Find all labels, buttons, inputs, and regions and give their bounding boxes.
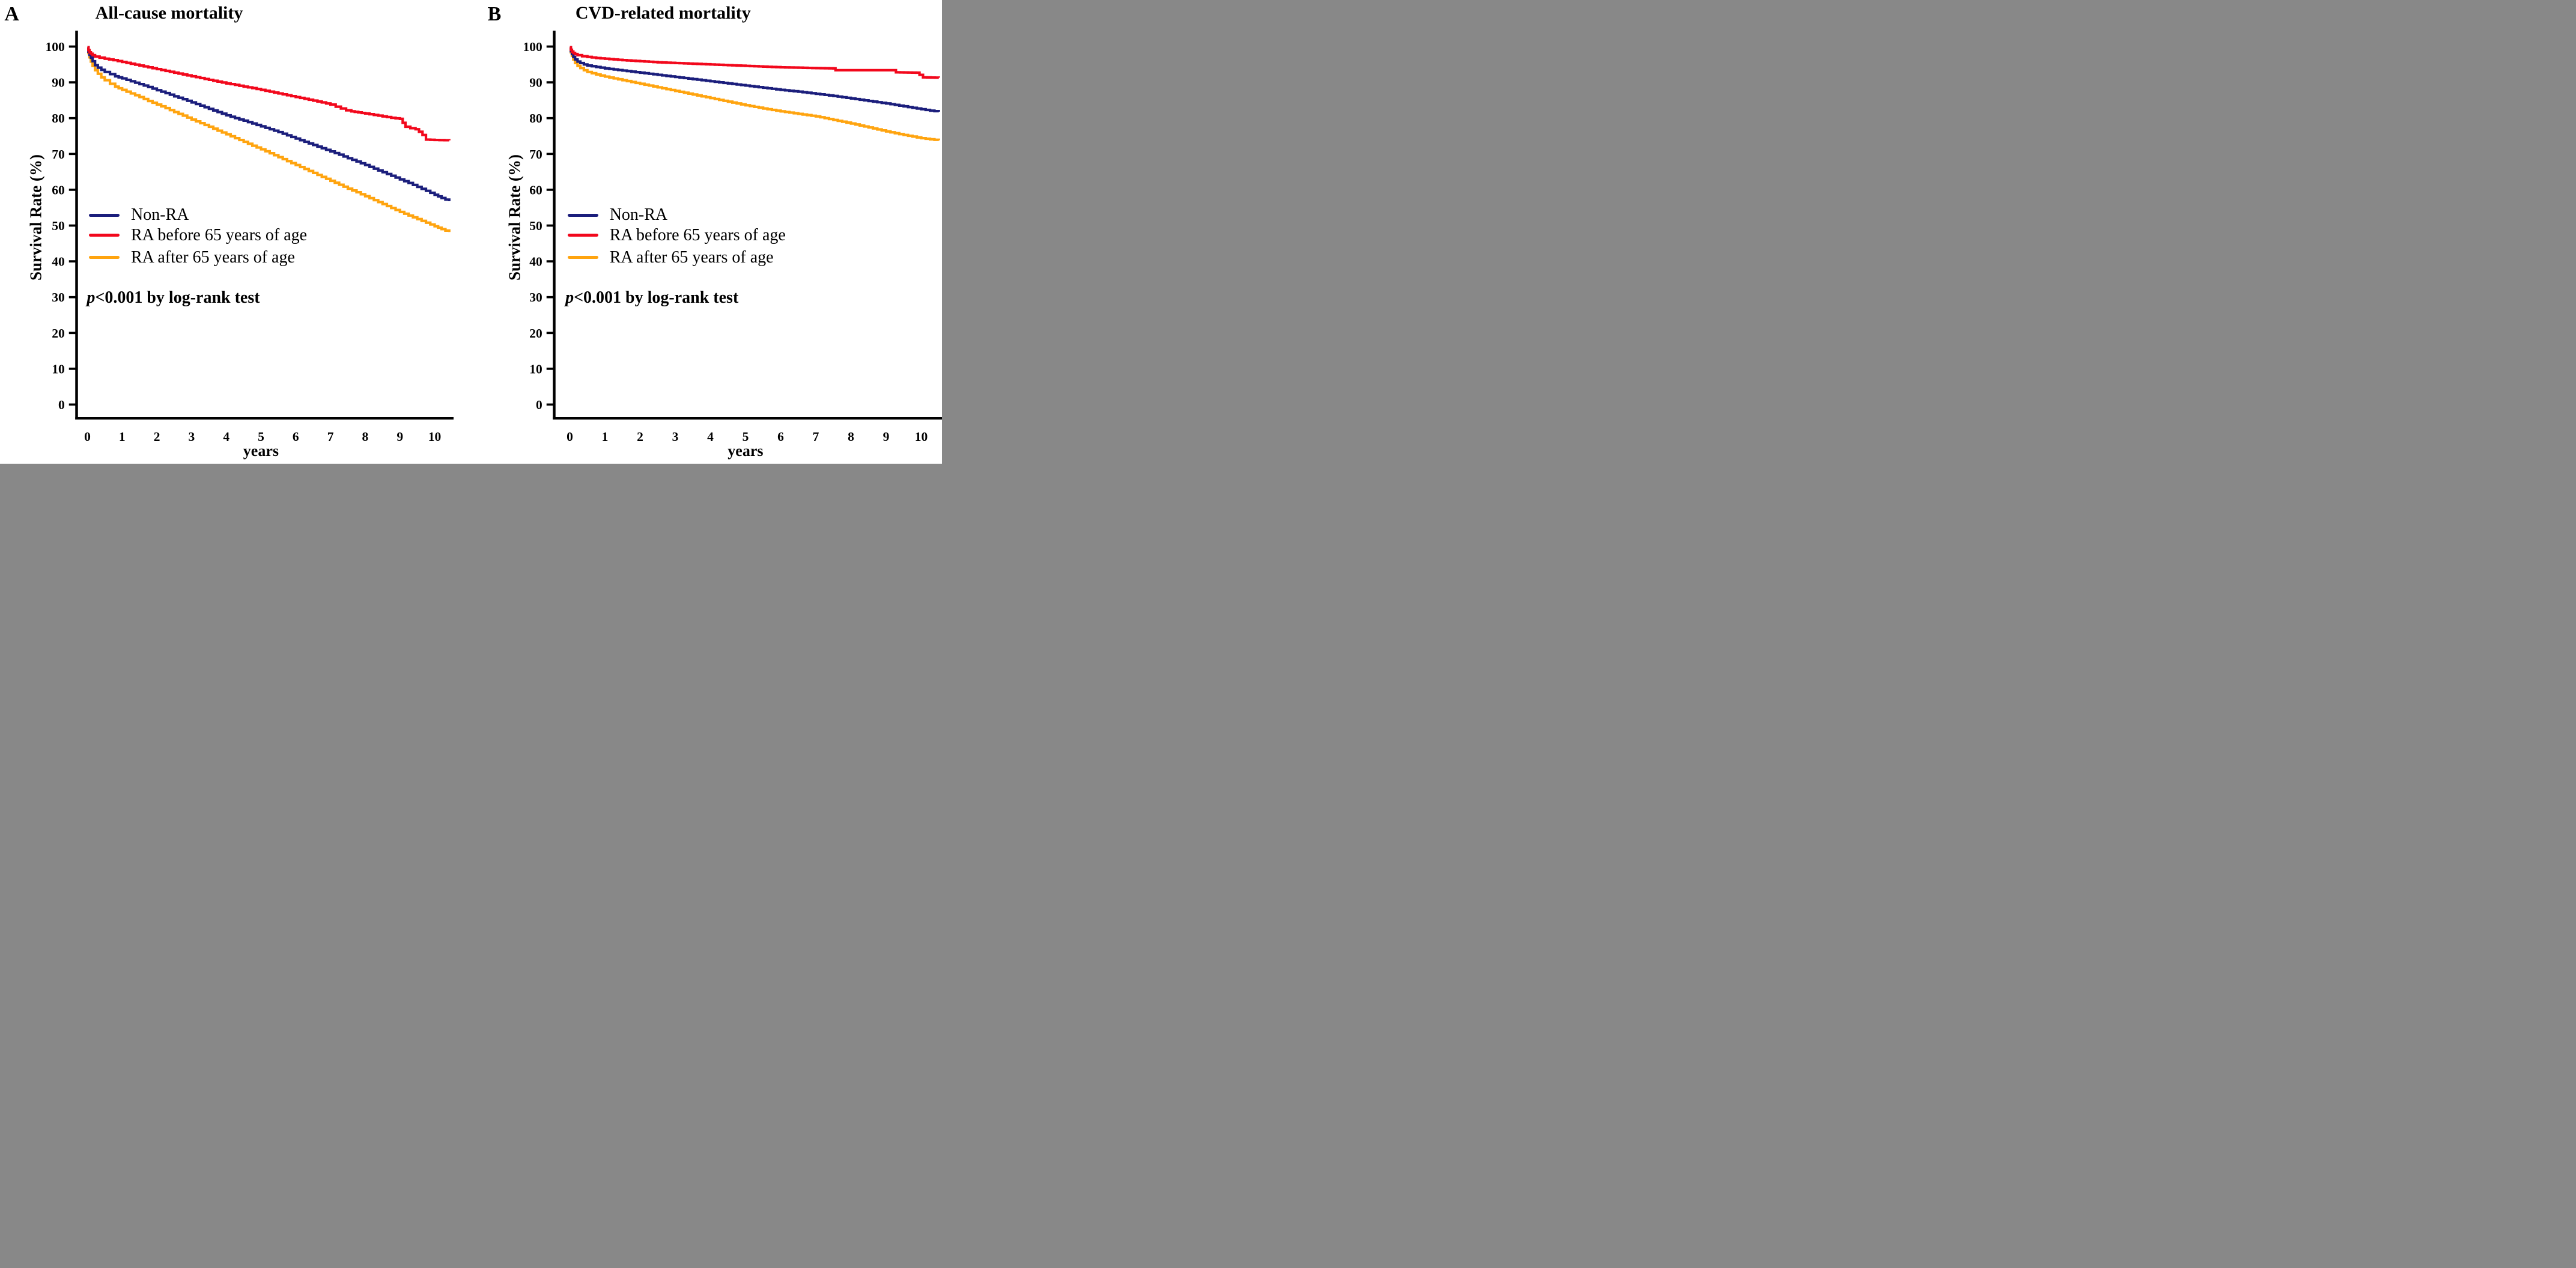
- y-tick-label: 100: [46, 40, 65, 54]
- legend-label-non-ra: Non-RA: [131, 205, 189, 224]
- panel-a-x-axis-label: years: [243, 442, 279, 460]
- legend-label-ra-before-65-b: RA before 65 years of age: [609, 225, 786, 244]
- x-tick-label: 7: [327, 429, 334, 444]
- y-tick-label: 10: [52, 362, 65, 376]
- panel-b-pvalue-p: p: [565, 288, 574, 307]
- y-tick-label: 80: [529, 111, 542, 126]
- x-tick-label: 3: [672, 429, 679, 444]
- panel-b-pvalue-note: p<0.001 by log-rank test: [565, 288, 738, 308]
- panel-a-pvalue-p: p: [87, 288, 96, 307]
- x-tick-label: 0: [567, 429, 573, 444]
- legend-label-ra-before-65: RA before 65 years of age: [131, 225, 308, 244]
- legend-item-non-ra-b: Non-RA: [567, 205, 668, 225]
- panel-b-pvalue-text: <0.001 by log-rank test: [574, 288, 739, 307]
- x-tick-label: 8: [362, 429, 369, 444]
- panel-a-corner-label: A: [4, 3, 19, 25]
- legend-label-non-ra-b: Non-RA: [609, 205, 668, 224]
- panel-b-x-axis-label: years: [728, 442, 764, 460]
- legend-swatch-ra-before-65-b: [567, 234, 598, 237]
- km-curve-a-non-ra: [87, 46, 451, 201]
- y-tick-label: 30: [529, 290, 542, 305]
- panel-a-pvalue-note: p<0.001 by log-rank test: [87, 288, 260, 308]
- y-tick-label: 0: [58, 398, 65, 412]
- panel-b-title: CVD-related mortality: [575, 3, 751, 23]
- legend-item-ra-before-65: RA before 65 years of age: [89, 225, 307, 246]
- y-tick-label: 20: [52, 326, 65, 341]
- x-tick-label: 10: [428, 429, 442, 444]
- x-tick-label: 3: [189, 429, 195, 444]
- y-tick-label: 90: [52, 76, 65, 90]
- legend-label-ra-after-65-b: RA after 65 years of age: [609, 247, 774, 267]
- y-tick-label: 40: [52, 255, 65, 269]
- y-tick-label: 70: [52, 147, 65, 162]
- legend-item-ra-before-65-b: RA before 65 years of age: [567, 225, 786, 246]
- y-tick-label: 50: [529, 219, 542, 233]
- y-tick-label: 0: [536, 398, 542, 412]
- legend-swatch-non-ra-b: [567, 213, 598, 217]
- y-tick-label: 50: [52, 219, 65, 233]
- x-tick-label: 6: [777, 429, 784, 444]
- y-tick-label: 60: [52, 183, 65, 197]
- x-tick-label: 9: [883, 429, 890, 444]
- x-tick-label: 1: [602, 429, 609, 444]
- panel-a-y-axis-label: Survival Rate (%): [26, 154, 45, 281]
- y-tick-label: 100: [523, 40, 542, 54]
- legend-item-ra-after-65: RA after 65 years of age: [89, 247, 295, 268]
- x-tick-label: 1: [119, 429, 126, 444]
- legend-item-non-ra: Non-RA: [89, 205, 189, 225]
- panel-a-pvalue-text: <0.001 by log-rank test: [95, 288, 260, 307]
- x-tick-label: 6: [293, 429, 299, 444]
- y-tick-label: 30: [52, 290, 65, 305]
- legend-swatch-ra-after-65-b: [567, 256, 598, 259]
- legend-swatch-non-ra: [89, 213, 120, 217]
- x-tick-label: 4: [223, 429, 229, 444]
- y-tick-label: 80: [52, 111, 65, 126]
- y-tick-label: 90: [529, 76, 542, 90]
- panel-a-title: All-cause mortality: [95, 3, 243, 23]
- km-curve-b-ra-after-65-years-of-age: [570, 46, 940, 141]
- x-tick-label: 0: [84, 429, 91, 444]
- km-curve-b-non-ra: [570, 46, 940, 113]
- x-tick-label: 2: [637, 429, 643, 444]
- x-tick-label: 2: [154, 429, 160, 444]
- y-tick-label: 40: [529, 255, 542, 269]
- legend-label-ra-after-65: RA after 65 years of age: [131, 247, 295, 267]
- y-tick-label: 70: [529, 147, 542, 162]
- panel-b-y-axis-label: Survival Rate (%): [505, 154, 524, 281]
- x-tick-label: 5: [258, 429, 264, 444]
- x-tick-label: 4: [707, 429, 714, 444]
- legend-swatch-ra-after-65: [89, 256, 120, 259]
- x-tick-label: 8: [848, 429, 854, 444]
- figure-canvas: 0 10 20 30 40 50 60 70 80 90 100 0 1 2 3 4 5 6 7 8 9 10 0 10 20 3…: [0, 0, 942, 464]
- x-tick-label: 5: [743, 429, 749, 444]
- y-tick-label: 10: [529, 362, 542, 376]
- legend-swatch-ra-before-65: [89, 234, 120, 237]
- x-tick-label: 10: [915, 429, 928, 444]
- km-curve-b-ra-before-65-years-of-age: [570, 46, 940, 79]
- km-curve-a-ra-before-65-years-of-age: [87, 46, 451, 142]
- panel-b-corner-label: B: [487, 3, 502, 25]
- y-tick-label: 20: [529, 326, 542, 341]
- km-curve-a-ra-after-65-years-of-age: [87, 46, 451, 232]
- y-tick-label: 60: [529, 183, 542, 197]
- legend-item-ra-after-65-b: RA after 65 years of age: [567, 247, 774, 268]
- x-tick-label: 9: [396, 429, 403, 444]
- x-tick-label: 7: [813, 429, 819, 444]
